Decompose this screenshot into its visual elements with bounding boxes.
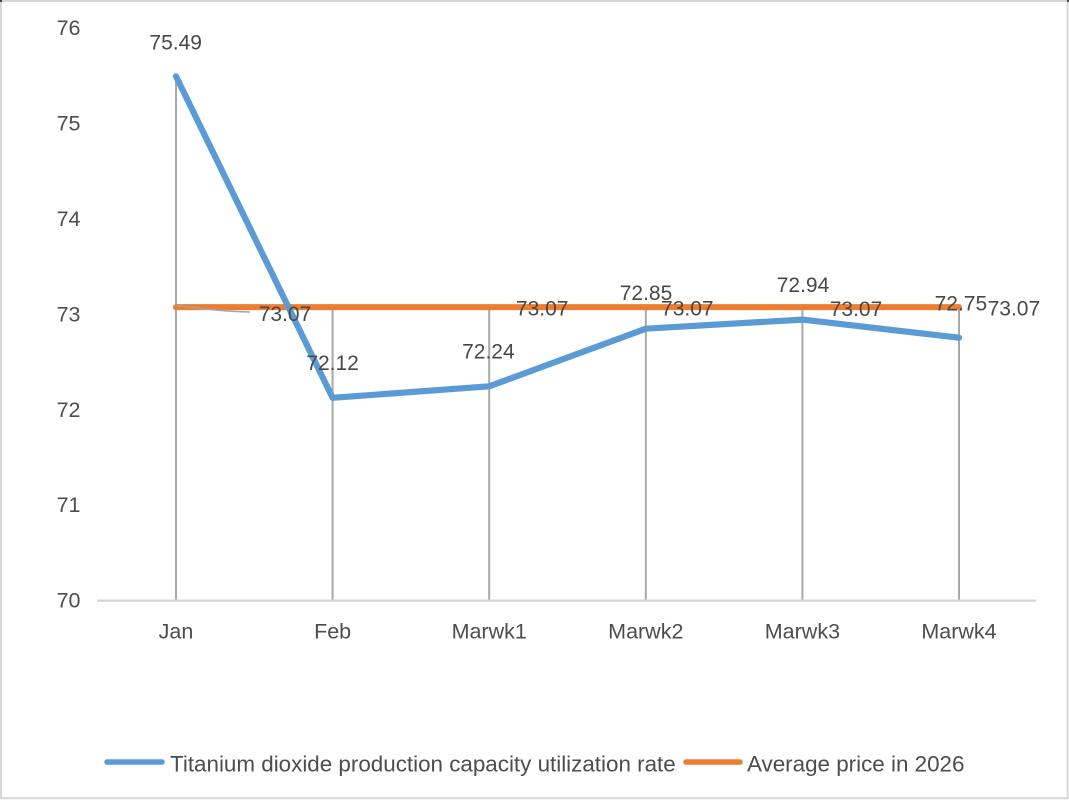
svg-text:74: 74: [57, 207, 81, 231]
svg-text:72.94: 72.94: [777, 274, 830, 297]
svg-text:Jan: Jan: [159, 620, 194, 644]
svg-text:73.07: 73.07: [516, 298, 569, 321]
svg-text:73.07: 73.07: [661, 298, 714, 321]
svg-text:70: 70: [57, 589, 81, 613]
svg-text:72.24: 72.24: [462, 341, 515, 364]
svg-text:72.85: 72.85: [620, 282, 673, 305]
svg-text:72.75: 72.75: [935, 292, 988, 315]
svg-text:72: 72: [57, 398, 81, 422]
svg-text:Average price in 2026: Average price in 2026: [747, 751, 964, 776]
svg-text:73.07: 73.07: [259, 303, 312, 326]
svg-text:Marwk4: Marwk4: [921, 620, 996, 644]
svg-text:76: 76: [57, 16, 81, 40]
svg-text:75: 75: [57, 112, 81, 136]
svg-text:71: 71: [57, 493, 81, 517]
svg-text:Marwk3: Marwk3: [765, 620, 840, 644]
svg-text:Marwk2: Marwk2: [608, 620, 683, 644]
svg-text:Marwk1: Marwk1: [452, 620, 527, 644]
svg-text:Feb: Feb: [314, 620, 351, 644]
svg-text:Titanium dioxide production ca: Titanium dioxide production capacity uti…: [170, 751, 676, 776]
svg-text:73: 73: [57, 302, 81, 326]
svg-text:73.07: 73.07: [988, 297, 1041, 320]
svg-text:75.49: 75.49: [149, 31, 202, 54]
svg-text:72.12: 72.12: [306, 352, 359, 375]
svg-text:73.07: 73.07: [830, 298, 883, 321]
